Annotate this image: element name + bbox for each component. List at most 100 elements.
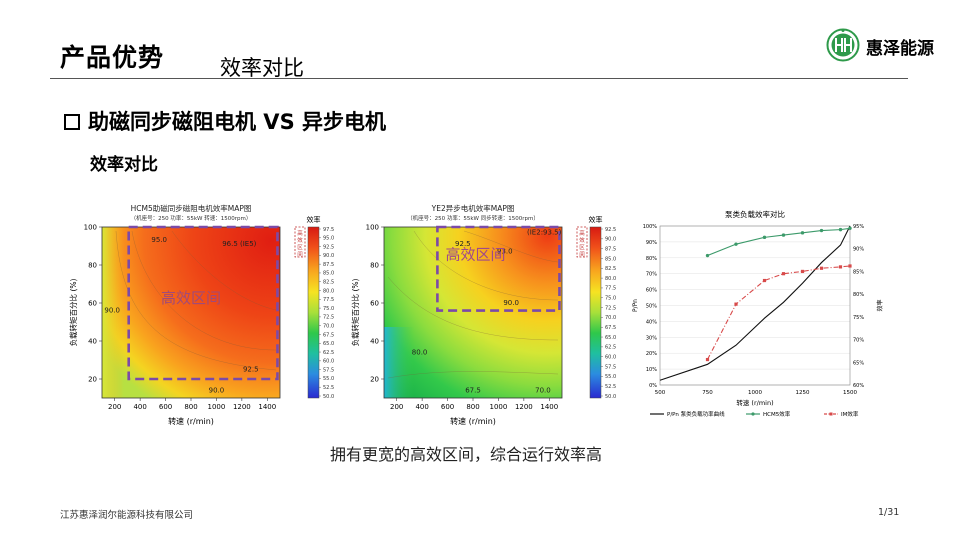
y-right-tick-label: 60%	[853, 383, 864, 389]
colorbar-tick-label: 75.0	[323, 306, 334, 312]
x-tick-label: 1200	[515, 403, 533, 411]
x-tick-label: 800	[184, 403, 197, 411]
x-tick-label: 200	[108, 403, 121, 411]
contour-line	[171, 230, 277, 311]
y-left-tick-label: 40%	[646, 319, 657, 325]
hz-logo-icon	[826, 28, 860, 62]
y-tick-label: 100	[84, 224, 97, 232]
contour-label: 80.0	[412, 348, 428, 356]
colorbar-tick-label: 55.0	[323, 376, 334, 382]
series-point	[800, 269, 805, 274]
series-line-0	[659, 225, 851, 381]
colorbar-tick-label: 90.0	[605, 237, 616, 243]
x-tick-label: 1250	[796, 390, 810, 396]
x-axis-label: 转速 (r/min)	[168, 416, 214, 426]
x-tick-label: 600	[159, 403, 172, 411]
y-tick-label: 80	[88, 262, 97, 270]
colorbar-tick-label: 57.5	[605, 364, 616, 370]
y-right-tick-label: 95%	[853, 224, 864, 230]
series-point	[762, 278, 767, 283]
heatmap-field	[102, 227, 280, 398]
page-number: 1/31	[878, 507, 900, 518]
colorbar-tick-label: 85.0	[605, 256, 616, 262]
colorbar-tick-label: 52.5	[605, 384, 616, 390]
y-left-tick-label: 50%	[646, 304, 657, 310]
series-point	[762, 235, 767, 240]
pump-load-efficiency-chart: 泵类负载效率对比 0% 10% 20% 30% 40% 50% 60% 70% 80% 90% 100…	[632, 209, 884, 418]
colorbar-tick-label: 85.0	[323, 271, 334, 277]
legend-label: HCM5效率	[763, 410, 791, 418]
x-tick-label: 200	[390, 403, 403, 411]
colorbar-note-char: 区	[579, 244, 585, 251]
y-left-tick-label: 10%	[646, 367, 657, 373]
hcm5-efficiency-map-chart: 95.0 96.5 (IE5) 90.0 92.5 90.0 高效区间 HCM5助磁同步磁阻…	[68, 203, 334, 426]
x-tick-label: 1400	[540, 403, 558, 411]
y-tick-label: 80	[370, 262, 379, 270]
contour-label: 92.5	[455, 240, 471, 248]
series-point	[800, 231, 805, 235]
y-right-tick-label: 70%	[853, 338, 864, 344]
series-point	[781, 272, 786, 276]
colorbar-tick-label: 95.0	[323, 236, 334, 242]
contour-line	[387, 276, 559, 341]
series-point	[838, 227, 843, 232]
colorbar-tick-label: 77.5	[605, 286, 616, 292]
y-right-tick-label: 80%	[853, 292, 864, 298]
y-left-axis-label: P/Pn	[632, 299, 639, 312]
contour-line	[115, 230, 277, 371]
zone-label: 高效区间	[161, 289, 221, 307]
colorbar-note-char: 效	[579, 236, 585, 244]
y-left-tick-label: 30%	[646, 335, 657, 341]
ye2-efficiency-map-chart: (IE2:93.5) 93.0 92.5 90.0 80.0 67.5 70.0 高效区间 YE…	[350, 203, 616, 426]
x-tick-label: 750	[702, 390, 713, 396]
plot-frame	[659, 225, 851, 386]
colorbar-note-char: 间	[297, 250, 303, 258]
header-divider	[50, 78, 908, 79]
heatmap-low-speed-band	[384, 327, 414, 398]
colorbar-tick-label: 87.5	[323, 262, 334, 268]
y-left-tick-label: 20%	[646, 351, 657, 357]
page-title: 产品优势	[60, 43, 165, 72]
colorbar-tick-label: 80.0	[323, 288, 334, 294]
contour-label: 90.0	[209, 386, 225, 394]
x-tick-label: 1200	[233, 403, 251, 411]
series-point	[838, 265, 843, 269]
contour-label: 90.0	[503, 299, 519, 307]
series-point	[848, 264, 852, 268]
page-subtitle: 效率对比	[220, 56, 304, 80]
colorbar-tick-label: 50.0	[605, 394, 616, 400]
x-tick-label: 800	[466, 403, 479, 411]
colorbar-tick-label: 82.5	[323, 280, 334, 286]
series-point	[705, 253, 710, 258]
colorbar	[307, 226, 320, 399]
series-line-2	[707, 265, 851, 360]
contour-line	[387, 371, 559, 379]
section-title: 助磁同步磁阻电机 VS 异步电机	[88, 110, 386, 134]
colorbar-tick-label: 80.0	[605, 276, 616, 282]
colorbar-tick-label: 70.0	[605, 315, 616, 321]
y-left-tick-label: 0%	[649, 383, 657, 389]
colorbar-tick-label: 72.5	[323, 315, 334, 321]
section-bullet-icon	[64, 114, 80, 130]
colorbar-tick-label: 82.5	[605, 266, 616, 272]
heatmap-low-speed-band	[102, 227, 124, 398]
y-right-axis-label: 效率	[876, 299, 884, 311]
colorbar-note-char: 区	[297, 244, 303, 251]
colorbar-tick-label: 62.5	[323, 350, 334, 356]
colorbar-tick-label: 55.0	[605, 374, 616, 380]
chart-subtitle: （机座号：250 功率：55kW 同步转速：1500rpm）	[407, 214, 539, 222]
x-tick-label: 500	[655, 390, 666, 396]
colorbar-tick-label: 60.0	[323, 359, 334, 365]
colorbar-tick-label: 87.5	[605, 246, 616, 252]
chart-subtitle: （机座号：250 功率：55kW 转速：1500rpm）	[131, 214, 252, 222]
series-point	[734, 302, 738, 306]
y-left-tick-label: 100%	[643, 224, 658, 230]
y-tick-label: 100	[366, 224, 379, 232]
y-tick-label: 60	[88, 300, 97, 308]
x-tick-label: 400	[133, 403, 146, 411]
high-efficiency-zone	[127, 225, 279, 381]
series-line-1	[707, 227, 851, 257]
contour-label: 95.0	[151, 236, 167, 244]
colorbar-tick-label: 50.0	[323, 394, 334, 400]
y-right-tick-label: 75%	[853, 315, 864, 321]
